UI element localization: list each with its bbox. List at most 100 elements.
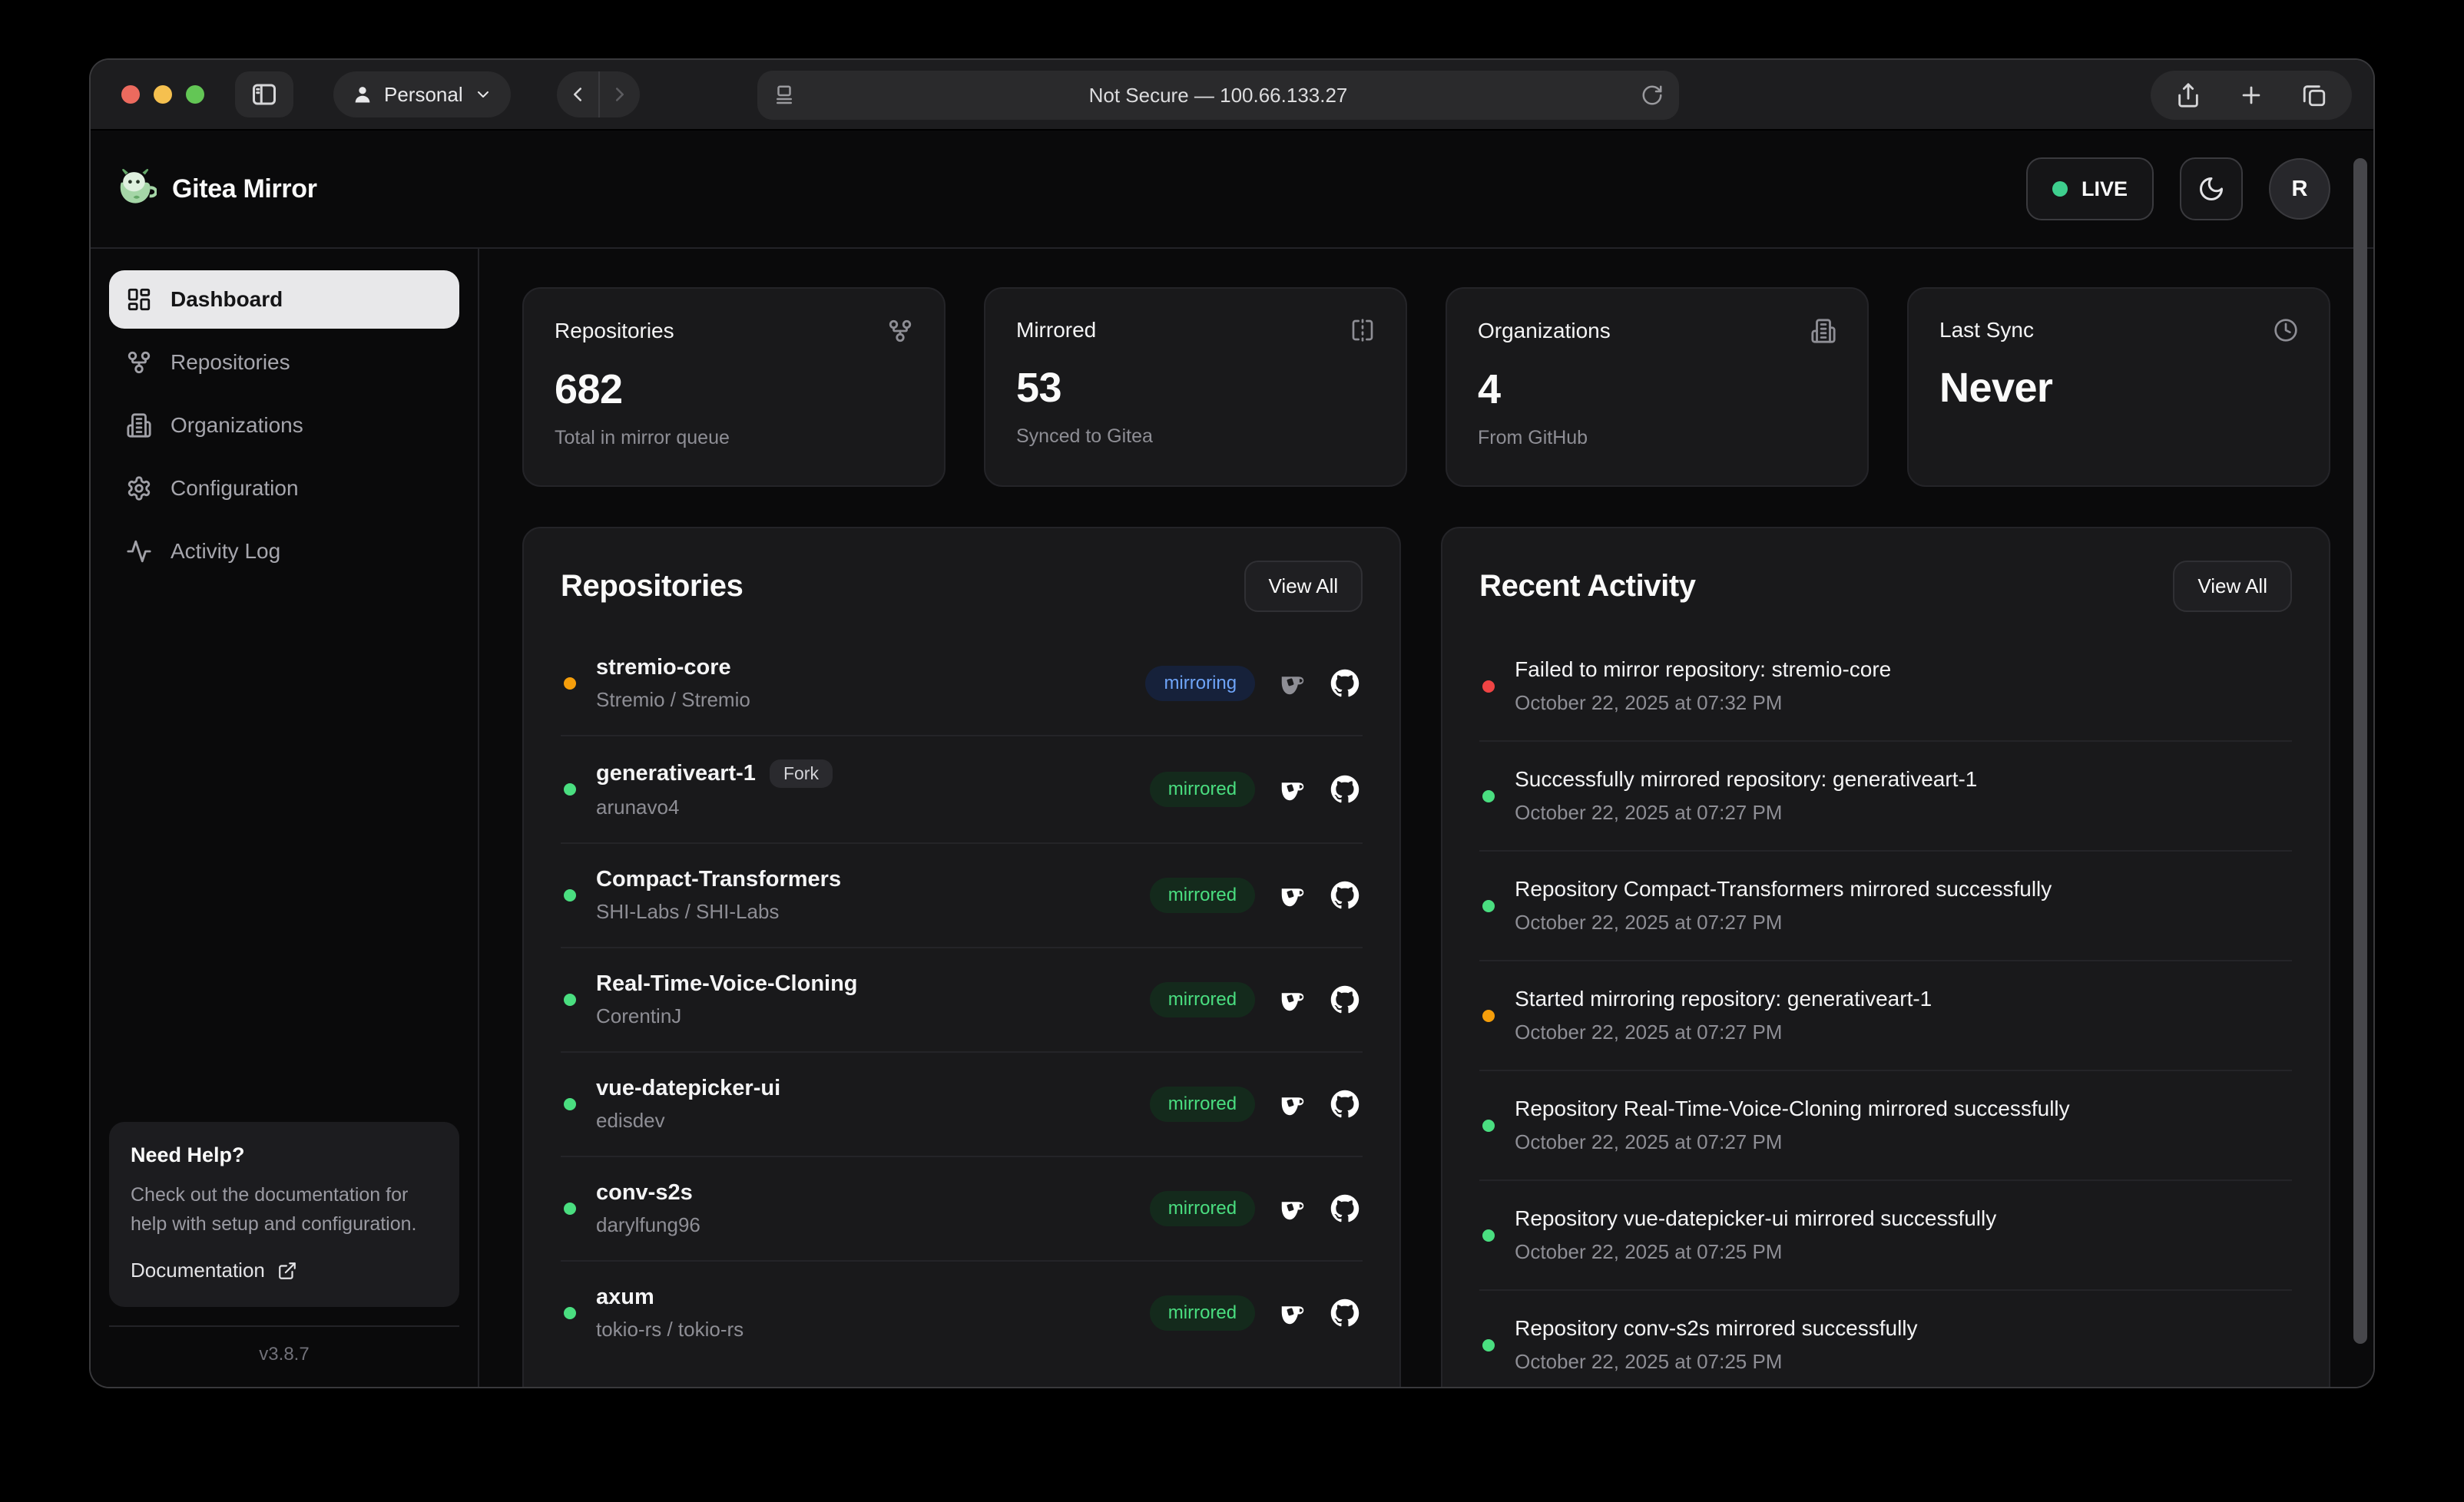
repositories-view-all-button[interactable]: View All <box>1244 561 1363 612</box>
repo-status-dot <box>564 889 576 902</box>
repo-status-dot <box>564 1203 576 1215</box>
activity-info: Repository Compact-Transformers mirrored… <box>1515 877 2052 935</box>
activity-message: Repository Compact-Transformers mirrored… <box>1515 877 2052 901</box>
github-link-icon[interactable] <box>1330 985 1360 1014</box>
github-link-icon[interactable] <box>1330 1090 1360 1119</box>
gear-icon <box>126 475 152 501</box>
close-window-button[interactable] <box>121 85 140 104</box>
gitea-link-icon[interactable] <box>1278 669 1307 698</box>
building-icon <box>126 412 152 438</box>
building-icon <box>1810 318 1836 344</box>
sidebar-bottom: Need Help? Check out the documentation f… <box>109 1122 459 1368</box>
live-status-button[interactable]: LIVE <box>2025 157 2154 220</box>
app-header: Gitea Mirror LIVE R <box>91 131 2373 249</box>
sidebar-nav: Dashboard Repositories Organizations Con… <box>109 270 459 581</box>
activity-info: Failed to mirror repository: stremio-cor… <box>1515 657 1891 715</box>
git-fork-icon <box>887 318 913 344</box>
repo-owner: arunavo4 <box>596 796 680 819</box>
tab-overview-icon[interactable] <box>2301 82 2327 108</box>
repo-info: axum tokio-rs / tokio-rs <box>596 1285 744 1342</box>
sidebar-item-repositories[interactable]: Repositories <box>109 333 459 392</box>
activity-status-dot <box>1482 1119 1495 1132</box>
repo-row: conv-s2s darylfung96 mirrored <box>561 1156 1363 1260</box>
sidebar: Dashboard Repositories Organizations Con… <box>91 249 479 1387</box>
sidebar-item-label: Dashboard <box>171 287 283 311</box>
header-actions: LIVE R <box>2025 157 2330 220</box>
stat-subtitle: From GitHub <box>1478 427 1588 448</box>
theme-toggle-button[interactable] <box>2180 157 2243 220</box>
repo-name: Real-Time-Voice-Cloning <box>596 971 858 996</box>
sidebar-item-dashboard[interactable]: Dashboard <box>109 270 459 329</box>
activity-message: Repository conv-s2s mirrored successfull… <box>1515 1316 1918 1340</box>
help-body: Check out the documentation for help wit… <box>131 1184 417 1235</box>
stat-label: Organizations <box>1478 319 1611 342</box>
gitea-link-icon[interactable] <box>1278 881 1307 910</box>
reload-icon[interactable] <box>1641 84 1664 107</box>
activity-info: Repository Real-Time-Voice-Cloning mirro… <box>1515 1097 2070 1154</box>
user-avatar[interactable]: R <box>2269 158 2330 220</box>
sidebar-item-configuration[interactable]: Configuration <box>109 459 459 518</box>
stat-value: 53 <box>1016 365 1062 411</box>
traffic-lights <box>121 85 204 104</box>
activity-info: Repository vue-datepicker-ui mirrored su… <box>1515 1206 1996 1264</box>
share-icon[interactable] <box>2175 82 2201 108</box>
stat-subtitle: Synced to Gitea <box>1016 425 1153 447</box>
profile-menu-button[interactable]: Personal <box>333 71 511 117</box>
new-tab-icon[interactable] <box>2238 82 2264 108</box>
repo-status-badge: mirroring <box>1145 666 1256 701</box>
gitea-link-icon[interactable] <box>1278 775 1307 804</box>
repo-owner: CorentinJ <box>596 1004 682 1027</box>
activity-message: Successfully mirrored repository: genera… <box>1515 767 1978 791</box>
repo-actions: mirrored <box>1149 1087 1360 1122</box>
github-link-icon[interactable] <box>1330 1194 1360 1223</box>
gitea-logo-icon <box>115 168 157 210</box>
activity-view-all-button[interactable]: View All <box>2173 561 2292 612</box>
flip-horizontal-icon <box>1350 318 1375 342</box>
back-button[interactable] <box>557 71 598 117</box>
github-link-icon[interactable] <box>1330 881 1360 910</box>
live-label: LIVE <box>2081 177 2128 200</box>
gitea-link-icon[interactable] <box>1278 985 1307 1014</box>
activity-status-dot <box>1482 1009 1495 1022</box>
repo-status-badge: mirrored <box>1149 1191 1256 1226</box>
sidebar-item-organizations[interactable]: Organizations <box>109 396 459 455</box>
app-brand[interactable]: Gitea Mirror <box>115 168 317 210</box>
repo-row: Compact-Transformers SHI-Labs / SHI-Labs… <box>561 842 1363 947</box>
sidebar-item-activity-log[interactable]: Activity Log <box>109 522 459 581</box>
gitea-link-icon[interactable] <box>1278 1090 1307 1119</box>
page-format-icon[interactable] <box>773 84 796 107</box>
address-bar[interactable]: Not Secure — 100.66.133.27 <box>757 71 1679 120</box>
git-fork-icon <box>126 349 152 376</box>
forward-button[interactable] <box>598 71 640 117</box>
activity-timestamp: October 22, 2025 at 07:27 PM <box>1515 1021 1783 1044</box>
activity-message: Started mirroring repository: generative… <box>1515 987 1932 1011</box>
zoom-window-button[interactable] <box>186 85 204 104</box>
browser-titlebar: Personal Not Secure — 100.66.133.27 <box>91 60 2373 131</box>
github-link-icon[interactable] <box>1330 669 1360 698</box>
github-link-icon[interactable] <box>1330 775 1360 804</box>
repo-status-badge: mirrored <box>1149 1087 1256 1122</box>
repo-name: Compact-Transformers <box>596 867 842 892</box>
gitea-link-icon[interactable] <box>1278 1194 1307 1223</box>
repo-info: stremio-core Stremio / Stremio <box>596 655 750 712</box>
minimize-window-button[interactable] <box>154 85 172 104</box>
repositories-panel-header: Repositories View All <box>561 561 1363 612</box>
page-scrollbar-thumb[interactable] <box>2353 158 2367 1344</box>
activity-list: Failed to mirror repository: stremio-cor… <box>1479 632 2292 1387</box>
gitea-link-icon[interactable] <box>1278 1299 1307 1328</box>
stat-card-mirrored: Mirrored 53 Synced to Gitea <box>984 287 1407 487</box>
history-nav-group <box>556 71 640 117</box>
stat-card-organizations: Organizations 4 From GitHub <box>1446 287 1869 487</box>
documentation-link[interactable]: Documentation <box>131 1259 438 1282</box>
github-link-icon[interactable] <box>1330 1299 1360 1328</box>
browser-sidebar-toggle-button[interactable] <box>235 71 293 117</box>
repo-status-dot <box>564 783 576 796</box>
repo-row: vue-datepicker-ui edisdev mirrored <box>561 1051 1363 1156</box>
help-card: Need Help? Check out the documentation f… <box>109 1122 459 1307</box>
recent-activity-panel-title: Recent Activity <box>1479 569 1696 603</box>
activity-timestamp: October 22, 2025 at 07:25 PM <box>1515 1350 1783 1373</box>
repo-status-badge: mirrored <box>1149 878 1256 913</box>
repo-status-badge: mirrored <box>1149 982 1256 1017</box>
panels: Repositories View All stremio-core Strem… <box>522 527 2330 1387</box>
repo-name: stremio-core <box>596 655 731 680</box>
